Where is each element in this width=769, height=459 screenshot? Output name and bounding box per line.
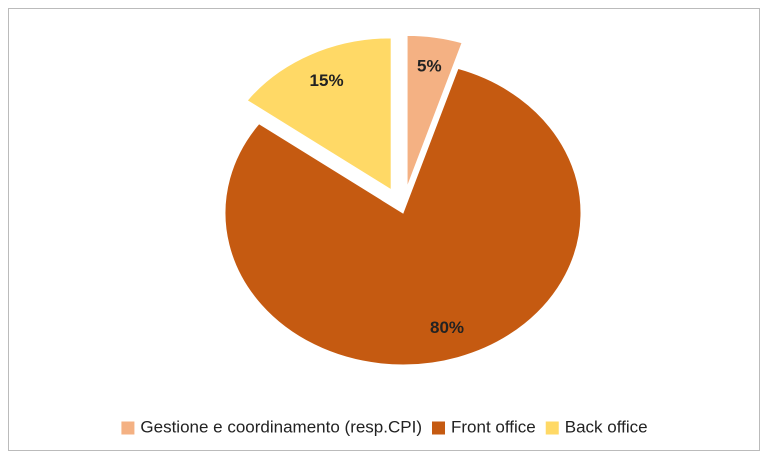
pie-slice	[406, 34, 463, 188]
legend-swatch	[545, 421, 559, 435]
pie-slice	[224, 67, 582, 366]
legend-swatch	[432, 421, 446, 435]
pie-slice	[246, 37, 392, 191]
data-label: 15%	[310, 71, 344, 90]
data-label: 5%	[417, 57, 442, 76]
legend-label: Gestione e coordinamento (resp.CPI)	[140, 417, 422, 436]
legend-swatch	[121, 421, 135, 435]
data-label: 80%	[430, 318, 464, 337]
legend-label: Front office	[451, 417, 536, 436]
legend-label: Back office	[565, 417, 648, 436]
